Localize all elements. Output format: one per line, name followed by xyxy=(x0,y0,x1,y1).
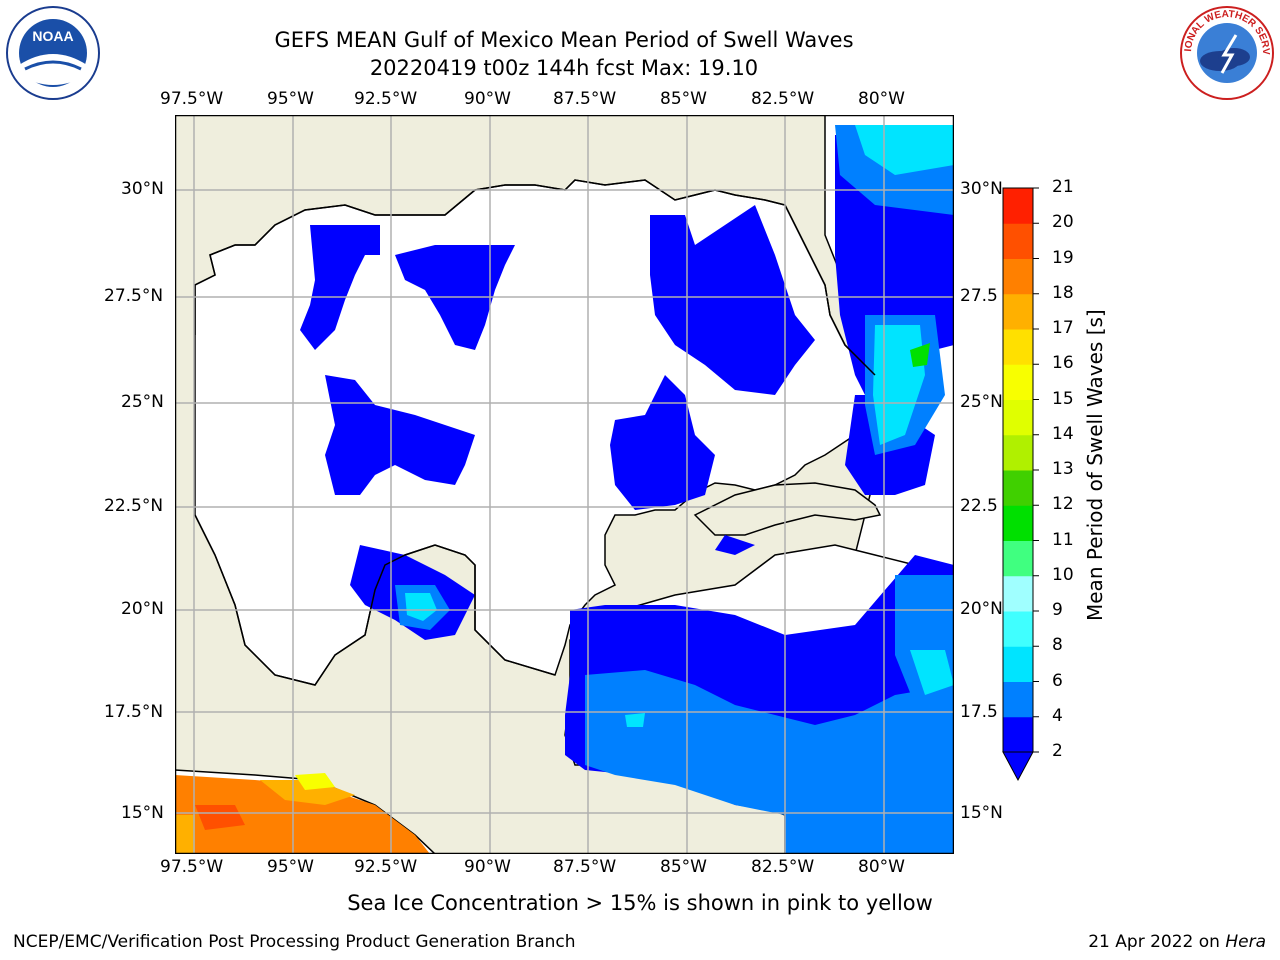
colorbar-tick-label: 17 xyxy=(1052,318,1074,338)
colorbar xyxy=(1002,187,1039,782)
lon-tick-top: 80°W xyxy=(858,89,905,109)
footer-credit: NCEP/EMC/Verification Post Processing Pr… xyxy=(13,932,576,952)
footer-host: Hera xyxy=(1225,932,1266,952)
lon-tick-bottom: 85°W xyxy=(660,857,707,877)
map-subtitle: 20220419 t00z 144h fcst Max: 19.10 xyxy=(369,56,759,80)
colorbar-segment xyxy=(1003,188,1033,224)
colorbar-tick-label: 2 xyxy=(1052,741,1063,761)
map-border xyxy=(175,115,954,854)
lon-tick-top: 97.5°W xyxy=(160,89,224,109)
colorbar-tick-label: 12 xyxy=(1052,494,1074,515)
colorbar-segment xyxy=(1003,505,1033,541)
lon-tick-top: 85°W xyxy=(660,89,707,109)
gulf-coastline xyxy=(194,179,876,686)
lat-tick-left: 15°N xyxy=(121,803,164,823)
colorbar-segment xyxy=(1003,716,1033,753)
lon-tick-top: 87.5°W xyxy=(553,89,617,109)
lat-tick-right: 15°N xyxy=(960,803,1003,823)
lat-tick-right: 22.5 xyxy=(960,496,998,516)
lon-tick-top: 92.5°W xyxy=(354,89,418,109)
colorbar-tick-label: 15 xyxy=(1052,388,1074,409)
map-title: GEFS MEAN Gulf of Mexico Mean Period of … xyxy=(274,28,854,52)
lon-tick-bottom: 87.5°W xyxy=(553,857,617,877)
colorbar-segment xyxy=(1003,223,1033,259)
lon-tick-top: 82.5°W xyxy=(751,89,815,109)
nws-logo: NATIONAL WEATHER SERVICE xyxy=(1178,5,1274,100)
map-panel xyxy=(175,115,954,854)
colorbar-tick-label: 6 xyxy=(1052,670,1063,691)
noaa-logo: NOAA xyxy=(6,6,100,100)
colorbar-segment xyxy=(1003,364,1033,400)
footer-date-text: 21 Apr 2022 on xyxy=(1088,932,1226,952)
lon-tick-bottom: 97.5°W xyxy=(160,857,224,877)
swell-field-green xyxy=(910,343,930,367)
lat-tick-right: 25°N xyxy=(960,392,1003,412)
colorbar-tick-label: 16 xyxy=(1052,353,1074,374)
lat-tick-left: 25°N xyxy=(121,392,164,412)
colorbar-segment xyxy=(1003,575,1033,612)
colorbar-tick-label: 8 xyxy=(1052,635,1063,656)
lon-tick-top: 95°W xyxy=(267,89,314,109)
lat-tick-left: 22.5°N xyxy=(104,496,164,516)
colorbar-tick-label: 11 xyxy=(1052,529,1074,550)
map-gridlines xyxy=(175,115,954,854)
colorbar-tick-label: 13 xyxy=(1052,459,1074,479)
lat-tick-left: 27.5°N xyxy=(104,286,164,306)
colorbar-segment xyxy=(1003,540,1033,577)
lon-tick-bottom: 95°W xyxy=(267,857,314,877)
colorbar-extend-arrow xyxy=(1002,751,1034,782)
lat-tick-left: 30°N xyxy=(121,179,164,199)
lon-tick-bottom: 92.5°W xyxy=(354,857,418,877)
lon-tick-bottom: 82.5°W xyxy=(751,857,815,877)
colorbar-tick-label: 21 xyxy=(1052,177,1074,197)
lat-tick-right: 20°N xyxy=(960,599,1003,619)
colorbar-segment xyxy=(1003,611,1033,647)
colorbar-segment xyxy=(1003,681,1033,718)
colorbar-tick-label: 14 xyxy=(1052,423,1074,444)
colorbar-segment xyxy=(1003,293,1033,330)
lon-tick-bottom: 90°W xyxy=(464,857,511,877)
colorbar-label: Mean Period of Swell Waves [s] xyxy=(1083,309,1107,621)
colorbar-tick-label: 19 xyxy=(1052,247,1074,268)
colorbar-segment xyxy=(1003,434,1033,471)
lon-tick-bottom: 80°W xyxy=(858,857,905,877)
lon-tick-top: 90°W xyxy=(464,89,511,109)
colorbar-segment xyxy=(1003,399,1033,436)
lat-tick-right: 30°N xyxy=(960,179,1003,199)
colorbar-segment xyxy=(1003,470,1033,506)
lat-tick-left: 17.5°N xyxy=(104,702,164,722)
colorbar-tick-label: 4 xyxy=(1052,705,1063,726)
noaa-logo-text: NOAA xyxy=(32,28,73,44)
footer-date: 21 Apr 2022 on Hera xyxy=(1088,932,1266,952)
lat-tick-right: 17.5 xyxy=(960,702,998,722)
colorbar-tick-label: 20 xyxy=(1052,212,1074,233)
colorbar-segment xyxy=(1003,646,1033,682)
colorbar-tick-label: 18 xyxy=(1052,282,1074,303)
pacific-swell xyxy=(175,773,430,854)
colorbar-tick-label: 9 xyxy=(1052,600,1063,620)
colorbar-segment xyxy=(1003,258,1033,295)
colorbar-segment xyxy=(1003,329,1033,365)
cuba-island xyxy=(693,482,882,536)
colorbar-tick-label: 10 xyxy=(1052,564,1074,585)
sea-ice-note: Sea Ice Concentration > 15% is shown in … xyxy=(347,891,933,915)
lat-tick-left: 20°N xyxy=(121,599,164,619)
lat-tick-right: 27.5 xyxy=(960,286,998,306)
